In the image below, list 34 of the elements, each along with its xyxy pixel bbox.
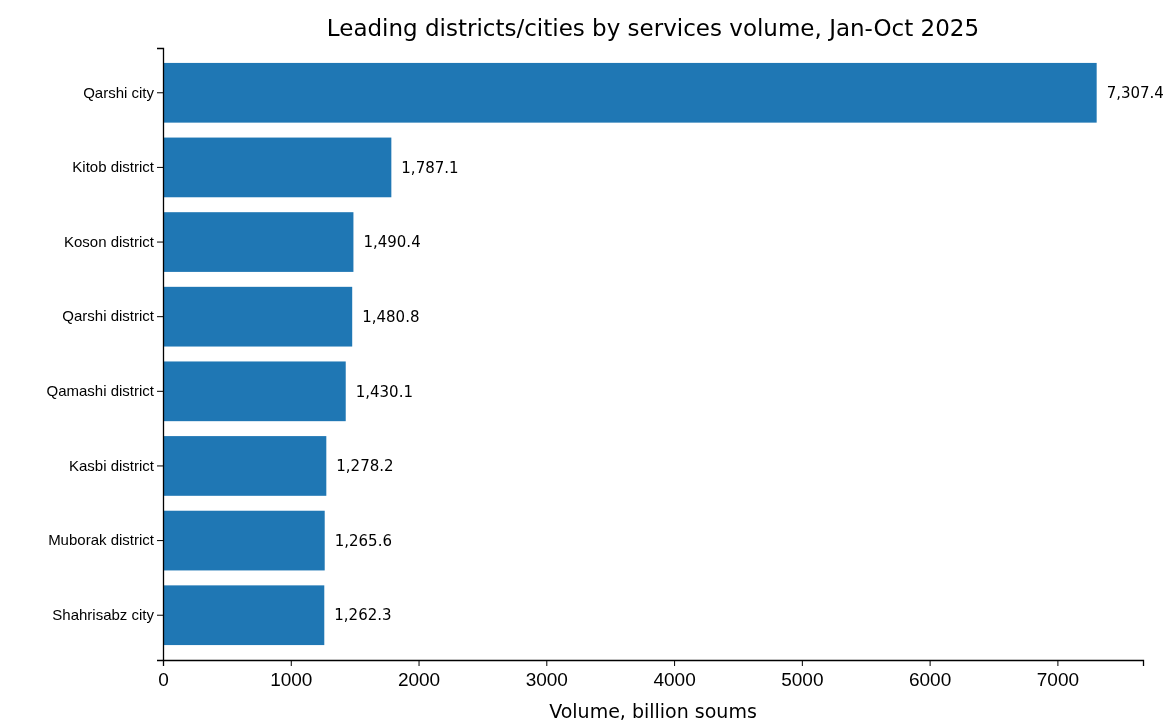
bar bbox=[163, 212, 354, 272]
chart-title: Leading districts/cities by services volume, Jan-Oct 2025 bbox=[326, 15, 980, 41]
x-tick-label: 2000 bbox=[397, 669, 441, 691]
y-tick-label: Muborak district bbox=[48, 531, 155, 549]
data-label: 1,787.1 bbox=[401, 158, 459, 177]
data-label: 1,278.2 bbox=[336, 457, 394, 476]
x-tick-label: 0 bbox=[158, 669, 169, 691]
data-label: 1,480.8 bbox=[362, 307, 420, 326]
y-tick-label: Koson district bbox=[63, 232, 155, 250]
y-tick-label: Kasbi district bbox=[68, 456, 155, 474]
bar bbox=[163, 62, 1097, 123]
x-axis-title: Volume, billion soums bbox=[549, 700, 757, 722]
bar bbox=[163, 585, 325, 646]
data-label: 7,307.4 bbox=[1106, 84, 1164, 103]
x-tick-label: 1000 bbox=[270, 669, 313, 691]
bar bbox=[163, 361, 346, 422]
bar bbox=[163, 286, 353, 347]
y-tick-label: Kitob district bbox=[72, 158, 155, 176]
bar bbox=[163, 137, 392, 198]
y-tick-label: Shahrisabz city bbox=[52, 606, 155, 624]
bar bbox=[163, 436, 327, 496]
y-tick-label: Qamashi district bbox=[46, 382, 155, 400]
y-tick-label: Qarshi district bbox=[62, 307, 155, 325]
x-tick-label: 4000 bbox=[653, 669, 696, 691]
data-label: 1,262.3 bbox=[334, 606, 392, 625]
bar bbox=[163, 510, 325, 571]
y-tick-label: Qarshi city bbox=[83, 83, 155, 101]
x-tick-label: 5000 bbox=[781, 669, 824, 691]
x-tick-label: 7000 bbox=[1036, 669, 1080, 691]
data-label: 1,490.4 bbox=[363, 233, 421, 252]
x-tick-label: 6000 bbox=[908, 669, 952, 691]
x-tick-label: 3000 bbox=[525, 669, 568, 691]
data-label: 1,265.6 bbox=[334, 531, 392, 550]
data-label: 1,430.1 bbox=[355, 382, 413, 401]
